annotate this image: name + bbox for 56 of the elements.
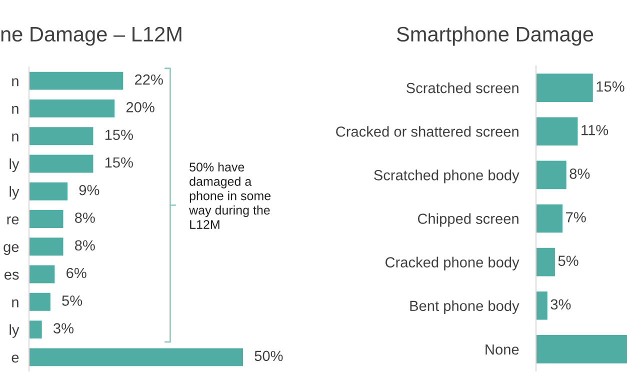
bar: [29, 210, 64, 228]
data-label: 9%: [79, 184, 100, 196]
y-tick-label: es: [4, 272, 19, 280]
y-tick-label: n: [12, 78, 18, 86]
data-label: 8%: [74, 240, 95, 251]
y-tick-label: ly: [10, 158, 20, 172]
bar: [29, 265, 55, 284]
y-tick-label: n: [12, 134, 18, 142]
y-tick-label: ly: [10, 186, 20, 200]
bar: [536, 335, 627, 364]
y-tick-label: e: [12, 354, 19, 363]
y-tick-label: Cracked or shattered screen: [336, 126, 518, 137]
data-label: 6%: [66, 268, 86, 278]
data-label: 20%: [126, 102, 154, 112]
bar: [536, 248, 555, 276]
data-label: 11%: [582, 125, 608, 136]
data-label: 3%: [550, 299, 571, 310]
bar: [536, 74, 593, 102]
data-label: 5%: [62, 296, 82, 306]
y-tick-label: n: [12, 106, 18, 114]
y-tick-label: Scratched phone body: [374, 170, 520, 184]
y-tick-label: ly: [10, 324, 20, 338]
y-tick-label: Chipped screen: [418, 213, 518, 227]
y-tick-label: Cracked phone body: [386, 256, 520, 270]
bar: [29, 292, 50, 311]
bar: [536, 204, 563, 233]
data-label: 15%: [105, 157, 133, 168]
annotation: 50% have damaged a phone in some way during the L12M: [189, 162, 271, 229]
data-label: 8%: [74, 212, 95, 223]
bar: [29, 72, 124, 90]
bar: [536, 160, 566, 190]
bar: [29, 320, 42, 339]
bar: [29, 238, 64, 256]
chart-title: Smartphone Damage: [396, 26, 594, 46]
data-label: 50%: [254, 350, 283, 362]
y-tick-label: re: [7, 216, 19, 224]
y-tick-label: None: [486, 344, 519, 355]
data-label: 22%: [135, 74, 163, 85]
data-label: 15%: [105, 130, 133, 140]
bar: [29, 182, 68, 200]
data-label: 15%: [596, 81, 624, 92]
bar: [536, 291, 548, 320]
bar: [536, 117, 578, 146]
bar: [29, 154, 94, 173]
bar: [29, 127, 94, 146]
chart-title: ne Damage – L12M: [1, 26, 182, 46]
y-tick-label: ge: [4, 244, 19, 255]
y-tick-label: n: [12, 299, 18, 308]
y-tick-label: Scratched screen: [406, 82, 518, 94]
y-tick-label: Bent phone body: [410, 300, 520, 314]
data-label: 5%: [558, 256, 578, 266]
bar: [29, 348, 243, 366]
data-label: 3%: [54, 323, 74, 334]
data-label: 7%: [566, 212, 586, 222]
data-label: 8%: [570, 168, 590, 179]
bar: [29, 99, 115, 118]
